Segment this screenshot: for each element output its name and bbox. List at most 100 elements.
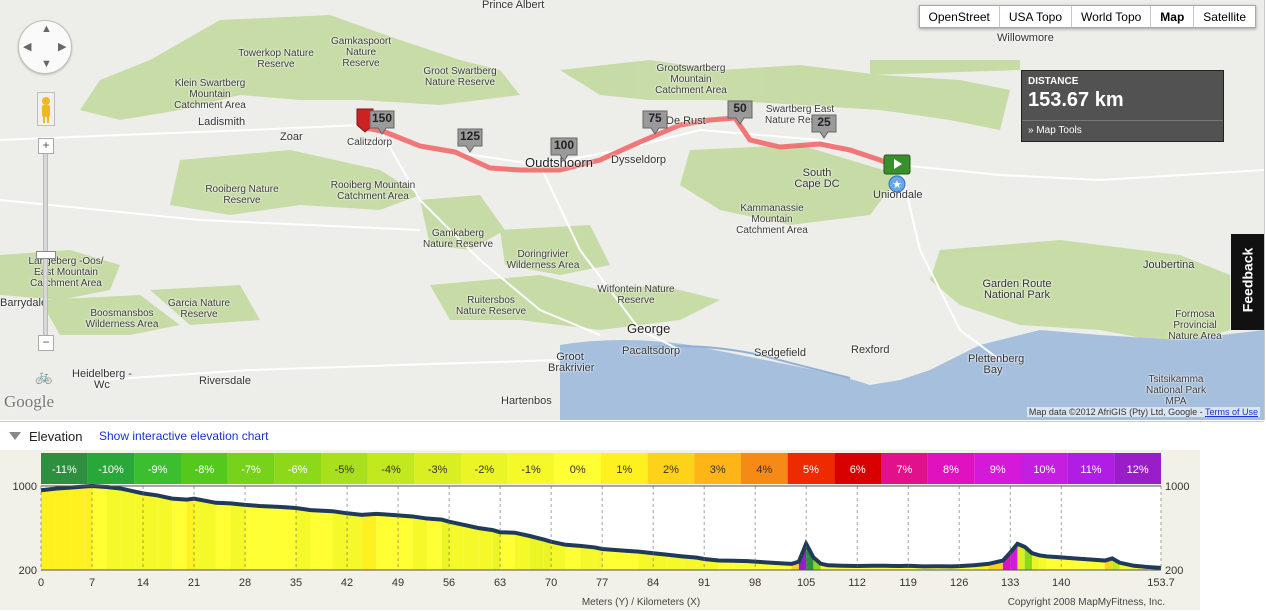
- grade-label: -2%: [475, 464, 495, 476]
- elevation-segment: [186, 498, 195, 570]
- grade-label: -5%: [335, 464, 355, 476]
- elevation-segment: [259, 505, 282, 570]
- pan-left-icon[interactable]: ◀: [23, 41, 32, 53]
- elevation-segment: [106, 487, 122, 570]
- place-label: Doringrivier Wilderness Area: [506, 249, 580, 271]
- elevation-segment: [1075, 558, 1091, 570]
- elevation-line: [40, 483, 1162, 570]
- map-type-map[interactable]: Map: [1150, 6, 1193, 27]
- elevation-segment: [594, 547, 603, 570]
- elevation-segment: [653, 553, 668, 570]
- collapse-triangle-icon[interactable]: [9, 432, 21, 440]
- elevation-segment: [412, 516, 428, 570]
- map-type-world-topo[interactable]: World Topo: [1071, 6, 1150, 27]
- x-tick-label: 63: [494, 577, 506, 589]
- place-label: Ruitersbos Nature Reserve: [455, 295, 527, 317]
- distance-panel: DISTANCE 153.67 km » Map Tools: [1021, 70, 1224, 142]
- pan-up-icon[interactable]: ▲: [41, 23, 52, 35]
- elevation-segment: [565, 544, 581, 570]
- elevation-segment: [1046, 556, 1062, 570]
- grade-swatch: [741, 453, 788, 484]
- pan-control[interactable]: ▲ ▼ ◀ ▶: [18, 20, 72, 74]
- grade-swatch: [1067, 453, 1115, 484]
- elevation-segment: [543, 539, 552, 570]
- place-label: Kammanassie Mountain Catchment Area: [736, 203, 808, 236]
- pan-right-icon[interactable]: ▶: [58, 41, 67, 53]
- map-type-openstreet[interactable]: OpenStreet: [928, 10, 990, 24]
- x-tick-label: 21: [188, 577, 200, 589]
- grade-label: 2%: [663, 464, 679, 476]
- x-tick-label: 77: [596, 577, 608, 589]
- show-interactive-chart-link[interactable]: Show interactive elevation chart: [99, 429, 269, 443]
- feedback-tab[interactable]: Feedback: [1231, 234, 1264, 330]
- place-label: Zoar: [280, 131, 303, 143]
- elevation-segment: [55, 487, 71, 570]
- map-tools-toggle[interactable]: » Map Tools: [1022, 120, 1223, 140]
- place-label: Prince Albert: [482, 0, 545, 11]
- grade-swatch: [927, 453, 975, 484]
- elevation-segment: [529, 535, 544, 570]
- place-label: George: [627, 321, 671, 336]
- map-view[interactable]: Prince Albert Willowmore Gamkaspoort Nat…: [0, 0, 1265, 420]
- start-marker[interactable]: ★: [883, 154, 911, 193]
- elevation-segment: [500, 532, 515, 570]
- grade-swatch: [554, 453, 601, 484]
- grade-label: 1%: [616, 464, 632, 476]
- route-marker-50[interactable]: 50: [727, 100, 753, 125]
- elevation-segment: [84, 486, 93, 570]
- place-label: South Cape DC: [794, 167, 840, 190]
- grade-label: -1%: [521, 464, 541, 476]
- bike-icon: 🚲: [35, 368, 53, 384]
- place-label: Hartenbos: [501, 395, 552, 407]
- x-tick-label: 126: [950, 577, 968, 589]
- zoom-slider-handle[interactable]: [36, 251, 56, 259]
- grade-label: 6%: [850, 464, 866, 476]
- x-tick-label: 0: [38, 577, 44, 589]
- elevation-segment: [376, 513, 399, 570]
- elevation-segment: [143, 493, 158, 570]
- y-tick-label-right: 200: [1165, 565, 1183, 577]
- route-marker-75[interactable]: 75: [642, 110, 668, 135]
- place-label: Dysseldorp: [611, 154, 667, 166]
- grade-label: -11%: [52, 464, 77, 476]
- x-tick-label: 7: [89, 577, 95, 589]
- elevation-segment: [696, 557, 705, 570]
- route-marker-150[interactable]: 150: [369, 110, 395, 135]
- place-label: Garden Route National Park: [982, 278, 1052, 301]
- zoom-in-button[interactable]: +: [38, 138, 54, 154]
- place-label: Plettenberg Bay: [968, 353, 1025, 376]
- attribution-text: Map data ©2012 AfriGIS (Pty) Ltd, Google…: [1028, 407, 1205, 417]
- route-marker-25[interactable]: 25: [811, 114, 837, 139]
- place-label: Willowmore: [997, 32, 1054, 44]
- grade-label: -7%: [241, 464, 261, 476]
- elevation-segment: [92, 486, 107, 570]
- x-tick-label: 112: [848, 577, 866, 589]
- elevation-segment: [296, 508, 311, 570]
- elevation-segment: [215, 502, 231, 570]
- google-logo: Google: [4, 392, 55, 411]
- grade-label: -8%: [195, 464, 215, 476]
- terms-of-use-link[interactable]: Terms of Use: [1204, 407, 1258, 417]
- street-view-pegman-icon[interactable]: [37, 92, 55, 126]
- grade-swatch: [647, 453, 695, 484]
- zoom-track[interactable]: [43, 152, 48, 338]
- x-tick-label: 98: [749, 577, 761, 589]
- route-marker-125[interactable]: 125: [457, 128, 483, 153]
- place-label: Witfontein Nature Reserve: [597, 284, 675, 306]
- elevation-segment: [478, 528, 493, 570]
- elevation-segment: [245, 504, 260, 570]
- place-label: De Rust: [666, 115, 706, 127]
- end-marker[interactable]: [356, 108, 374, 133]
- grade-label: -10%: [98, 464, 124, 476]
- map-type-satellite[interactable]: Satellite: [1193, 6, 1255, 27]
- pan-down-icon[interactable]: ▼: [41, 58, 52, 70]
- zoom-out-button[interactable]: −: [38, 335, 54, 351]
- grade-label: -9%: [148, 464, 168, 476]
- map-type-usa-topo[interactable]: USA Topo: [998, 6, 1071, 27]
- elevation-chart: -11% -10% -9% -8% -7% -6% -5% -4% -3% -2% -1% 0% 1% 2…: [0, 450, 1200, 610]
- place-label: Garcia Nature Reserve: [167, 298, 231, 320]
- route-marker-100[interactable]: 100: [550, 137, 578, 162]
- elevation-segment: [463, 524, 479, 570]
- grade-swatch: [274, 453, 321, 484]
- x-tick-label: 14: [137, 577, 149, 589]
